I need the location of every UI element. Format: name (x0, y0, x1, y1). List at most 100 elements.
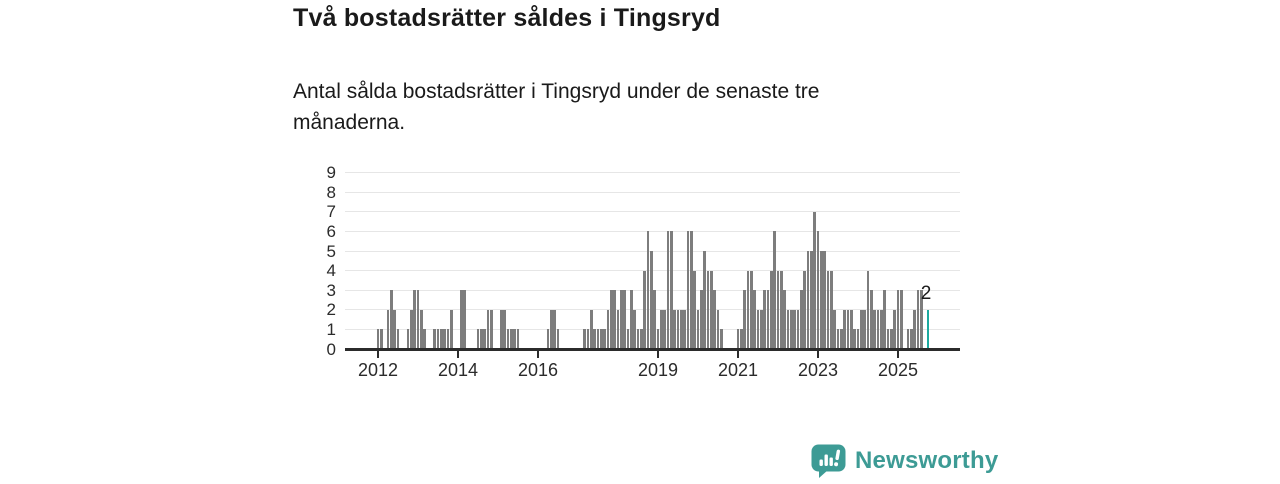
bar (653, 290, 656, 349)
bar (386, 309, 390, 349)
bar (413, 290, 416, 349)
grid-line (345, 191, 960, 193)
bar (553, 309, 556, 349)
bar (700, 290, 703, 349)
bar (603, 329, 606, 349)
bar (840, 329, 843, 349)
bar (800, 290, 803, 349)
bar (660, 309, 663, 349)
bar (876, 309, 880, 349)
bar (583, 329, 586, 349)
newsworthy-logo: Newsworthy (810, 443, 998, 479)
bar (796, 309, 800, 349)
bar (460, 290, 463, 349)
bar (590, 309, 593, 349)
y-tick-label: 2 (326, 300, 336, 320)
y-tick-label: 6 (326, 221, 336, 241)
bar (483, 329, 486, 349)
bar (670, 231, 673, 349)
bar (480, 329, 483, 349)
bar (706, 270, 710, 349)
bar (763, 290, 766, 349)
bar (746, 270, 750, 349)
bar (420, 309, 423, 349)
bar (750, 270, 753, 349)
bar (410, 309, 413, 349)
bar (776, 270, 780, 349)
bar (810, 251, 813, 349)
bar (620, 290, 623, 349)
bar (753, 290, 756, 349)
x-tick-label: 2019 (638, 360, 679, 380)
bar (863, 309, 866, 349)
bar (556, 329, 560, 349)
bar (856, 329, 860, 349)
bar (736, 329, 740, 349)
bar (506, 329, 510, 349)
bar (870, 290, 873, 349)
bar (663, 309, 666, 349)
bar (690, 231, 693, 349)
bar (390, 290, 393, 349)
grid-line (345, 211, 960, 213)
x-tick (457, 350, 460, 358)
bar (880, 309, 883, 349)
bar (756, 309, 760, 349)
bar (646, 231, 650, 349)
bar (436, 329, 440, 349)
bar (500, 309, 503, 349)
bar (853, 329, 856, 349)
bar (510, 329, 513, 349)
bar (550, 309, 553, 349)
bar (920, 290, 923, 349)
bar (783, 290, 786, 349)
bar (766, 290, 770, 349)
bar (860, 309, 863, 349)
bar (586, 329, 590, 349)
bar (866, 270, 870, 349)
bar (600, 329, 603, 349)
bar (900, 290, 903, 349)
bar (843, 309, 846, 349)
bar (393, 309, 396, 349)
x-tick-label: 2012 (358, 360, 399, 380)
bar (823, 251, 826, 349)
bar (423, 329, 426, 349)
bar (516, 329, 520, 349)
bar (836, 329, 840, 349)
bar (503, 309, 506, 349)
bar (780, 270, 783, 349)
bar (616, 309, 620, 349)
bar (743, 290, 746, 349)
y-tick-label: 9 (326, 163, 336, 183)
bar (643, 270, 646, 349)
bar (710, 270, 713, 349)
bar (790, 309, 793, 349)
bar (486, 309, 490, 349)
bar (720, 329, 723, 349)
bar (893, 309, 896, 349)
bar (596, 329, 600, 349)
bar (820, 251, 823, 349)
bar (833, 309, 836, 349)
bar (693, 270, 696, 349)
bar (896, 290, 900, 349)
bar (676, 309, 680, 349)
bar (416, 290, 420, 349)
grid-line (345, 172, 960, 174)
bar (650, 251, 653, 349)
bar (816, 231, 820, 349)
y-tick-label: 3 (326, 280, 336, 300)
bar (886, 329, 890, 349)
newsworthy-logo-icon (810, 443, 847, 479)
grid-line (345, 230, 960, 232)
bar (713, 290, 716, 349)
bar (376, 329, 380, 349)
bar (793, 309, 796, 349)
x-tick (537, 350, 540, 358)
bar (626, 329, 630, 349)
bar (760, 309, 763, 349)
bar (613, 290, 616, 349)
x-tick-label: 2025 (878, 360, 919, 380)
